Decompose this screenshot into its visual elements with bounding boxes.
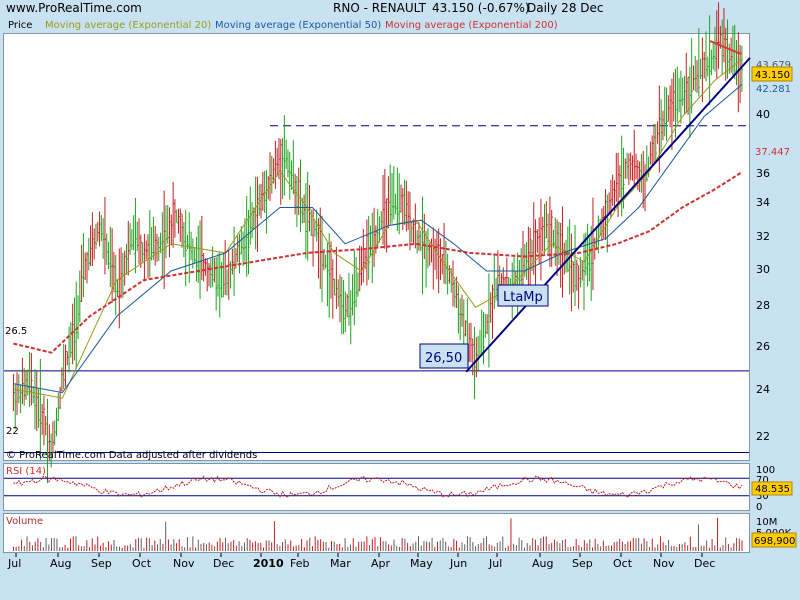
trendline: [465, 57, 751, 373]
rsi-tick-100: 100: [756, 465, 775, 476]
month-label-3: Oct: [132, 557, 152, 570]
vol-last-badge-bg: [751, 532, 797, 548]
ytick-34: 34: [756, 196, 770, 209]
support-annotation-box: [419, 343, 469, 369]
price-candles: [12, 2, 744, 484]
chart-title: RNO - RENAULT: [333, 1, 426, 15]
price-grid: [4, 125, 749, 454]
rsi-series: [4, 475, 749, 498]
last-price-badge-bg: [751, 66, 793, 82]
ytick-30: 30: [756, 263, 770, 276]
month-label-17: Dec: [694, 557, 715, 570]
support-annotation: 26,50: [425, 351, 462, 366]
ytick-26: 26: [756, 340, 770, 353]
legend-ema200: Moving average (Exponential 200): [385, 20, 558, 31]
footer-note: © ProRealTime.com Data adjusted after di…: [6, 450, 257, 461]
low-left-label: 22: [6, 426, 19, 437]
annotations: [465, 40, 751, 373]
month-label-1: Aug: [50, 557, 71, 570]
month-label-8: Mar: [330, 557, 351, 570]
trendline-annotation: LtaMp: [503, 290, 543, 305]
ytick-24: 24: [756, 383, 770, 396]
month-label-16: Nov: [653, 557, 675, 570]
ema50-badge: 42.281: [756, 84, 791, 95]
month-label-5: Dec: [213, 557, 234, 570]
month-label-9: Apr: [371, 557, 391, 570]
ytick-32: 32: [756, 230, 770, 243]
month-label-10: May: [410, 557, 433, 570]
rsi-last-badge: 48.535: [755, 484, 790, 495]
volume-label: Volume: [6, 516, 43, 527]
rsi-tick-30: 30: [756, 491, 769, 502]
axis-ticks: Jul Aug Sep Oct Nov Dec 2010 Feb Mar Apr May Jun Jul…: [7, 553, 715, 570]
quote-label: 43.150 (-0.67%): [432, 1, 530, 15]
rsi-tick-70: 70: [756, 475, 769, 486]
ytick-36: 36: [756, 167, 770, 180]
month-label-12: Jul: [488, 557, 502, 570]
legend-ema20: Moving average (Exponential 20): [45, 20, 212, 31]
month-label-2: Sep: [91, 557, 112, 570]
rsi-label: RSI (14): [6, 466, 46, 477]
rsi-line: [13, 475, 743, 498]
resistance-line: [709, 40, 742, 55]
month-label-0: Jul: [7, 557, 21, 570]
period-label: Daily 28 Dec: [527, 1, 604, 15]
legend-price: Price: [8, 20, 33, 31]
volume-bars: [12, 517, 743, 551]
ema20-partial-label: 43.679: [756, 60, 791, 71]
month-label-7: Feb: [290, 557, 309, 570]
rsi-tick-0: 0: [756, 502, 762, 513]
month-label-14: Sep: [572, 557, 593, 570]
ma-lines: [13, 58, 743, 399]
vol-tick-10m: 10M: [756, 517, 777, 528]
site-label: www.ProRealTime.com: [6, 1, 142, 15]
rsi-last-badge-bg: [751, 481, 793, 496]
month-label-15: Oct: [613, 557, 633, 570]
month-label-6: 2010: [253, 557, 284, 570]
ytick-40: 40: [756, 108, 770, 121]
last-price-badge: 43.150: [755, 70, 790, 81]
ma-line-1: [13, 58, 743, 399]
ytick-28: 28: [756, 299, 770, 312]
support-left-label: 26.5: [5, 326, 27, 337]
legend-ema50: Moving average (Exponential 50): [215, 20, 382, 31]
month-label-11: Jun: [449, 557, 467, 570]
ma-line-3: [13, 171, 743, 354]
ema200-badge: 37.447: [755, 147, 790, 158]
ytick-22: 22: [756, 430, 770, 443]
month-label-13: Aug: [532, 557, 553, 570]
rsi-panel: [3, 463, 750, 511]
ma-line-2: [13, 84, 743, 394]
vol-last-badge: 698,900: [754, 536, 795, 547]
month-label-4: Nov: [173, 557, 195, 570]
trendline-annotation-box: [497, 284, 549, 307]
